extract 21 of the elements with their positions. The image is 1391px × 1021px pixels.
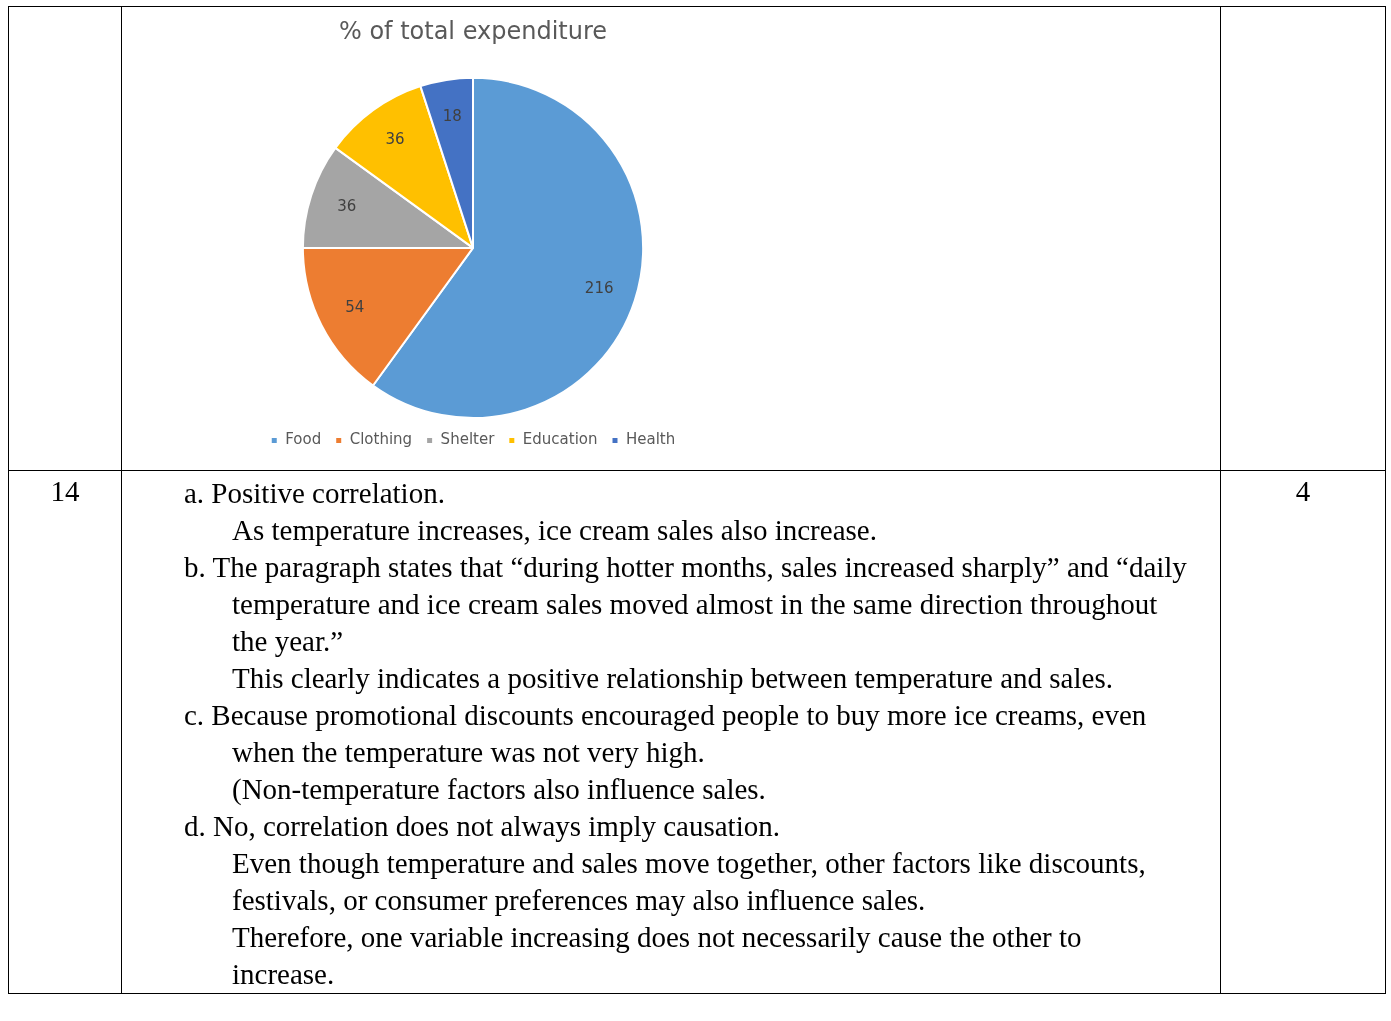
text: Even though temperature and sales move together, other factors like discounts, festivals, or consumer preferences may also influence sales. Therefore, one variable increasing does not necessarily cause the other to increase. <box>232 846 1147 992</box>
chart-title: % of total expenditure <box>338 16 608 45</box>
legend-label: Education <box>522 430 598 449</box>
text: c. Because promotional discounts encouraged people to buy more ice creams, even when the temperature was not very high. <box>184 698 1148 770</box>
text: 4 <box>1220 470 1386 994</box>
text: d. No, correlation does not always imply causation. <box>184 809 781 844</box>
legend-label: Clothing <box>349 430 413 449</box>
text: a. Positive correlation. <box>184 476 446 511</box>
legend-label: Shelter <box>440 430 496 449</box>
text: (Non-temperature factors also influence sales. <box>232 772 767 807</box>
legend-label: Food <box>285 430 322 449</box>
text: As temperature increases, ice cream sales also increase. <box>232 513 878 548</box>
data-label: 36 <box>385 130 405 149</box>
text: b. The paragraph states that “during hotter months, sales increased sharply” and “daily temperature and ice cream sales moved almost in the same direction throughout the year.” <box>184 550 1188 659</box>
text: 14 <box>8 470 122 994</box>
legend-label: Health <box>626 430 676 449</box>
data-label: 216 <box>584 278 614 297</box>
data-label: 18 <box>442 106 462 125</box>
data-label: 36 <box>337 196 357 215</box>
text: This clearly indicates a positive relationship between temperature and sales. <box>232 661 1114 696</box>
data-label: 54 <box>345 298 365 317</box>
